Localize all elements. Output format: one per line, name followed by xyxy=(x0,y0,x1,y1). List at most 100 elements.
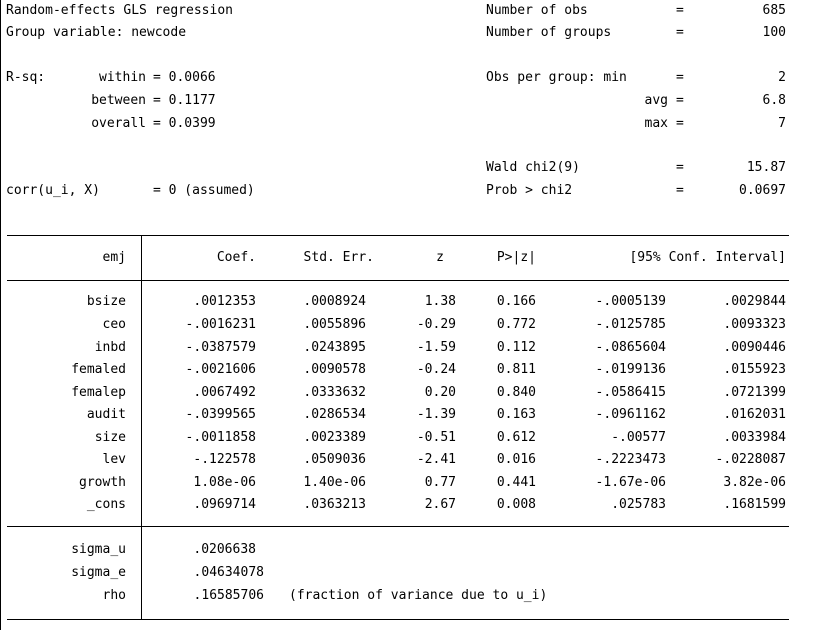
group-variable-value: newcode xyxy=(131,25,187,40)
row-ci-low: -.0961162 xyxy=(595,407,666,422)
depvar-label: emj xyxy=(102,250,126,265)
rsq-between-eq: = 0.1177 xyxy=(153,93,216,108)
row-coef: -.122578 xyxy=(193,452,256,467)
row-ci-high: .0033984 xyxy=(723,430,786,445)
variance-note: (fraction of variance due to u_i) xyxy=(289,588,548,603)
row-p: 0.163 xyxy=(496,407,536,422)
model-title: Random-effects GLS regression xyxy=(6,3,233,18)
row-se: .0090578 xyxy=(303,362,366,377)
row-coef: -.0021606 xyxy=(185,362,256,377)
row-z: -0.24 xyxy=(416,362,456,377)
row-ci-high: .0093323 xyxy=(723,317,786,332)
table-row: femalep .0067492 .0333632 0.20 0.840 -.0… xyxy=(0,385,831,401)
row-ci-low: -.2223473 xyxy=(595,452,666,467)
table-row: lev -.122578 .0509036 -2.41 0.016 -.2223… xyxy=(0,452,831,468)
row-ci-high: .0721399 xyxy=(723,385,786,400)
col-coef: Coef. xyxy=(216,250,256,265)
row-se: .0243895 xyxy=(303,340,366,355)
corr-value: 0 (assumed) xyxy=(168,183,255,198)
stat-prob-value: 0.0697 xyxy=(739,183,786,198)
rsq-overall-value: 0.0399 xyxy=(168,116,216,131)
row-se: 1.40e-06 xyxy=(303,475,366,490)
row-ci-high: .0162031 xyxy=(723,407,786,422)
row-z: -1.39 xyxy=(416,407,456,422)
variance-row: sigma_e .04634078 xyxy=(0,565,831,581)
rsq-within-eq: = 0.0066 xyxy=(153,70,216,85)
row-p: 0.166 xyxy=(496,294,536,309)
variance-value: .0206638 xyxy=(193,542,256,557)
window-left-border xyxy=(0,0,1,630)
row-coef: -.0399565 xyxy=(185,407,256,422)
row-var: ceo xyxy=(102,317,126,332)
variance-var: sigma_e xyxy=(71,565,126,580)
table-row: _cons .0969714 .0363213 2.67 0.008 .0257… xyxy=(0,497,831,513)
row-var: growth xyxy=(79,475,126,490)
col-z: z xyxy=(436,250,444,265)
stat-wald-eq: = xyxy=(676,160,684,175)
row-ci-high: .1681599 xyxy=(723,497,786,512)
stat-wald-label: Wald chi2(9) xyxy=(486,160,580,175)
row-var: _cons xyxy=(86,497,126,512)
row-coef: .0969714 xyxy=(193,497,256,512)
variance-value: .04634078 xyxy=(193,565,264,580)
row-ci-high: -.0228087 xyxy=(715,452,786,467)
col-confint: [95% Conf. Interval] xyxy=(629,250,786,265)
row-se: .0055896 xyxy=(303,317,366,332)
row-z: -2.41 xyxy=(416,452,456,467)
variance-row: rho .16585706 (fraction of variance due … xyxy=(0,588,831,604)
stat-nobs-label: Number of obs xyxy=(486,3,588,18)
stat-ngroups-eq: = xyxy=(676,25,684,40)
stat-max-eq: = xyxy=(676,116,684,131)
row-p: 0.016 xyxy=(496,452,536,467)
stat-max-label: max xyxy=(644,116,668,131)
stat-avg-eq: = xyxy=(676,93,684,108)
corr-label: corr(u_i, X) xyxy=(6,183,100,198)
row-p: 0.840 xyxy=(496,385,536,400)
row-z: -1.59 xyxy=(416,340,456,355)
table-row: size -.0011858 .0023389 -0.51 0.612 -.00… xyxy=(0,430,831,446)
group-variable-label: Group variable: xyxy=(6,25,124,40)
row-ci-high: 3.82e-06 xyxy=(723,475,786,490)
stat-wald-value: 15.87 xyxy=(746,160,786,175)
stat-avg-value: 6.8 xyxy=(762,93,786,108)
row-coef: -.0016231 xyxy=(185,317,256,332)
rsq-label: R-sq: xyxy=(6,70,46,85)
row-p: 0.441 xyxy=(496,475,536,490)
table-top-rule xyxy=(7,235,789,236)
row-ci-low: -.0199136 xyxy=(595,362,666,377)
row-p: 0.811 xyxy=(496,362,536,377)
rsq-within-label: within xyxy=(99,70,146,85)
row-var: femalep xyxy=(71,385,126,400)
stat-ngroups-value: 100 xyxy=(762,25,786,40)
table-header-rule xyxy=(7,280,789,281)
row-var: lev xyxy=(102,452,126,467)
row-var: size xyxy=(94,430,126,445)
row-ci-high: .0155923 xyxy=(723,362,786,377)
rsq-between-value: 0.1177 xyxy=(168,93,216,108)
table-coef-end-rule xyxy=(7,526,789,527)
row-ci-low: -.00577 xyxy=(611,430,666,445)
stat-min-label: Obs per group: min xyxy=(486,70,627,85)
table-bottom-rule xyxy=(7,619,789,620)
variance-value: .16585706 xyxy=(193,588,264,603)
row-ci-low: -.0865604 xyxy=(595,340,666,355)
row-var: bsize xyxy=(86,294,126,309)
row-var: inbd xyxy=(94,340,126,355)
stat-nobs-eq: = xyxy=(676,3,684,18)
rsq-overall-label: overall xyxy=(91,116,146,131)
row-ci-low: -.0586415 xyxy=(595,385,666,400)
row-z: -0.29 xyxy=(416,317,456,332)
row-ci-low: .025783 xyxy=(611,497,666,512)
rsq-overall-eq: = 0.0399 xyxy=(153,116,216,131)
variance-var: rho xyxy=(102,588,126,603)
row-ci-low: -.0125785 xyxy=(595,317,666,332)
table-row: inbd -.0387579 .0243895 -1.59 0.112 -.08… xyxy=(0,340,831,356)
row-se: .0286534 xyxy=(303,407,366,422)
row-se: .0008924 xyxy=(303,294,366,309)
rsq-between-label: between xyxy=(91,93,146,108)
row-var: audit xyxy=(86,407,126,422)
table-row: audit -.0399565 .0286534 -1.39 0.163 -.0… xyxy=(0,407,831,423)
rsq-within-value: 0.0066 xyxy=(168,70,216,85)
row-z: 0.20 xyxy=(424,385,456,400)
stat-prob-eq: = xyxy=(676,183,684,198)
